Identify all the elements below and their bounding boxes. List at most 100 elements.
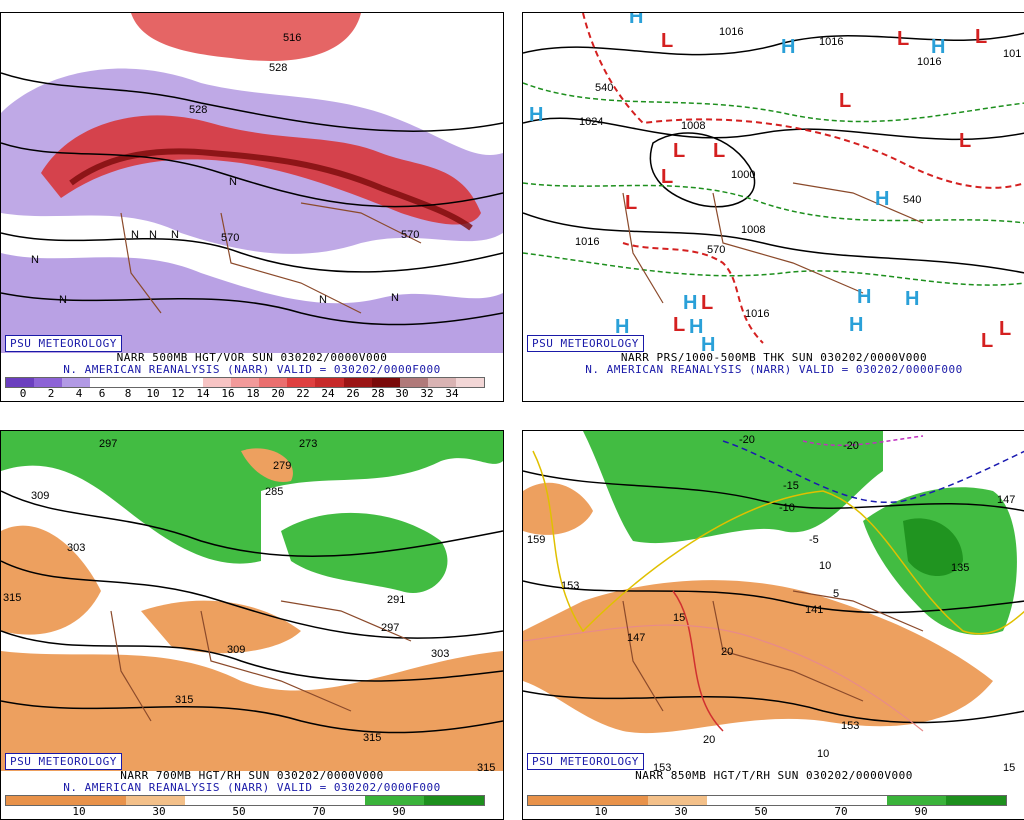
tick: 12	[171, 387, 185, 400]
contour-label: 153	[841, 720, 859, 732]
tick: 30	[152, 805, 166, 818]
colorbar-ticks: 10 30 50 70 90	[523, 805, 1024, 819]
map-500mb: 516 528 528 570 570 N N N N N N N N	[1, 13, 503, 353]
temp-label: 10	[819, 560, 831, 572]
rh-colorbar	[5, 795, 485, 806]
contour-label: 315	[477, 762, 495, 771]
contour-label: 273	[299, 438, 317, 450]
contour-label: 297	[99, 438, 117, 450]
high-pressure-symbol: H	[701, 334, 715, 353]
panel-500mb-vorticity: 516 528 528 570 570 N N N N N N N N PSU …	[0, 12, 504, 402]
tick: 32	[420, 387, 434, 400]
contour-label: 309	[31, 490, 49, 502]
temp-label: 10	[817, 748, 829, 760]
low-pressure-symbol: L	[673, 140, 685, 162]
contour-label: 303	[431, 648, 449, 660]
vort-min-symbol: N	[229, 176, 237, 188]
contour-label: 528	[269, 62, 287, 74]
contour-label: 279	[273, 460, 291, 472]
watermark: PSU METEOROLOGY	[527, 335, 644, 352]
tick: 24	[321, 387, 335, 400]
colorbar-ticks: 0 2 4 6 8 10 12 14 16 18 20 22 24 26 28 …	[1, 387, 503, 401]
tick: 4	[75, 387, 83, 400]
tick: 50	[232, 805, 246, 818]
temp-label: 20	[703, 734, 715, 746]
tick: 6	[98, 387, 106, 400]
tick: 8	[124, 387, 132, 400]
temp-label: -15	[783, 480, 799, 492]
thickness-label: 540	[903, 194, 921, 206]
valid-time: N. AMERICAN REANALYSIS (NARR) VALID = 03…	[585, 363, 963, 376]
contour-label: 159	[527, 534, 545, 546]
vort-min-symbol: N	[149, 229, 157, 241]
low-pressure-symbol: L	[981, 330, 993, 352]
tick: 16	[221, 387, 235, 400]
map-700mb: 297 273 279 285 309 303 315 309 315 297 …	[1, 431, 503, 771]
tick: 34	[445, 387, 459, 400]
product-title: NARR PRS/1000-500MB THK SUN 030202/0000V…	[620, 351, 928, 364]
valid-time: N. AMERICAN REANALYSIS (NARR) VALID = 03…	[63, 781, 441, 794]
vort-min-symbol: N	[59, 294, 67, 306]
valid-time: N. AMERICAN REANALYSIS (NARR) VALID = 03…	[63, 363, 441, 376]
contour-label: 309	[227, 644, 245, 656]
low-pressure-symbol: L	[839, 90, 851, 112]
temp-label: 15	[1003, 762, 1015, 771]
contour-label: 147	[627, 632, 645, 644]
tick: 2	[47, 387, 55, 400]
low-pressure-symbol: L	[897, 28, 909, 50]
vort-min-symbol: N	[131, 229, 139, 241]
high-pressure-symbol: H	[849, 314, 863, 336]
high-pressure-symbol: H	[615, 316, 629, 338]
panel-850mb-t-rh: 159 153 147 141 135 147 153 153 -20 -20 …	[522, 430, 1024, 820]
high-pressure-symbol: H	[529, 104, 543, 126]
tick: 28	[371, 387, 385, 400]
high-pressure-symbol: H	[875, 188, 889, 210]
contour-label: 297	[381, 622, 399, 634]
contour-label: 141	[805, 604, 823, 616]
tick: 14	[196, 387, 210, 400]
contour-label: 315	[363, 732, 381, 744]
tick: 30	[395, 387, 409, 400]
tick: 0	[19, 387, 27, 400]
vort-min-symbol: N	[319, 294, 327, 306]
product-title: NARR 500MB HGT/VOR SUN 030202/0000V000	[116, 351, 388, 364]
isobar-label: 1016	[917, 56, 941, 68]
contour-label: 570	[401, 229, 419, 241]
low-pressure-symbol: L	[661, 166, 673, 188]
high-pressure-symbol: H	[629, 13, 643, 28]
contour-label: 153	[653, 762, 671, 771]
low-pressure-symbol: L	[661, 30, 673, 52]
thickness-label: 570	[707, 244, 725, 256]
tick: 26	[346, 387, 360, 400]
map-850mb: 159 153 147 141 135 147 153 153 -20 -20 …	[523, 431, 1024, 771]
temp-label: 15	[673, 612, 685, 624]
vort-min-symbol: N	[391, 292, 399, 304]
contour-label: 135	[951, 562, 969, 574]
vorticity-colorbar	[5, 377, 485, 388]
tick: 18	[246, 387, 260, 400]
high-pressure-symbol: H	[931, 36, 945, 58]
temp-label: 5	[833, 588, 839, 600]
contour-label: 570	[221, 232, 239, 244]
panel-pressure-thickness: 1016 1016 1016 1024 1008 1000 1008 1016 …	[522, 12, 1024, 402]
high-pressure-symbol: H	[905, 288, 919, 310]
high-pressure-symbol: H	[857, 286, 871, 308]
contour-label: 315	[3, 592, 21, 604]
tick: 10	[594, 805, 608, 818]
tick: 70	[312, 805, 326, 818]
isobar-label: 1016	[719, 26, 743, 38]
isobar-label: 1008	[741, 224, 765, 236]
product-title: NARR 850MB HGT/T/RH SUN 030202/0000V000	[635, 769, 913, 782]
watermark: PSU METEOROLOGY	[5, 753, 122, 770]
rh-colorbar	[527, 795, 1007, 806]
high-pressure-symbol: H	[689, 316, 703, 338]
product-title: NARR 700MB HGT/RH SUN 030202/0000V000	[120, 769, 384, 782]
low-pressure-symbol: L	[625, 192, 637, 214]
tick: 10	[146, 387, 160, 400]
low-pressure-symbol: L	[713, 140, 725, 162]
contour-label: 303	[67, 542, 85, 554]
isobar-label: 1016	[745, 308, 769, 320]
temp-label: 20	[721, 646, 733, 658]
colorbar-ticks: 10 30 50 70 90	[1, 805, 503, 819]
contour-label: 315	[175, 694, 193, 706]
